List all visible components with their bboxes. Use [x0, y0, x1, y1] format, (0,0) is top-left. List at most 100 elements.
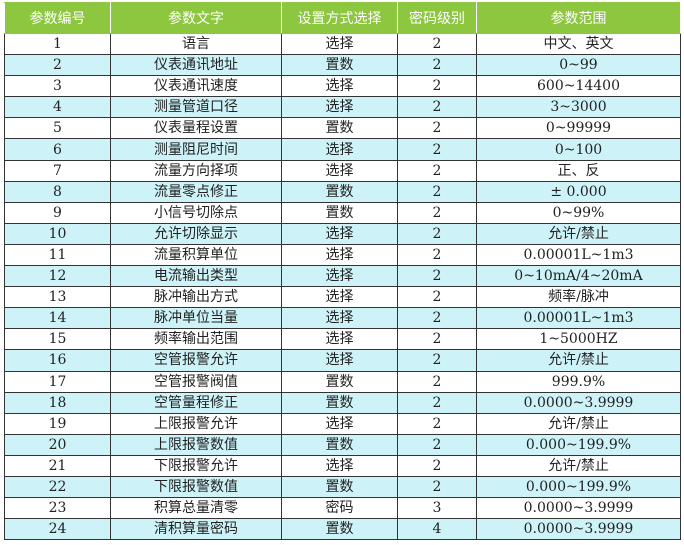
column-header-setting-method: 设置方式选择 [281, 2, 398, 34]
cell-param-number: 10 [4, 222, 111, 245]
cell-password-level: 2 [397, 391, 477, 414]
cell-param-number: 24 [4, 518, 111, 541]
cell-setting-method: 选择 [281, 454, 398, 477]
table-row: 6 测量阻尼时间 选择 2 0~100 [4, 138, 681, 161]
table-row: 3 仪表通讯速度 选择 2 600~14400 [4, 75, 681, 98]
cell-param-range: 允许/禁止 [476, 454, 681, 477]
cell-param-number: 5 [4, 117, 111, 140]
cell-param-text: 语言 [110, 32, 282, 56]
cell-param-text: 小信号切除点 [110, 201, 282, 224]
cell-param-text: 下限报警允许 [110, 454, 282, 477]
cell-param-number: 14 [4, 307, 111, 330]
table-row: 24 清积算量密码 置数 4 0.0000~3.9999 [4, 518, 681, 541]
table-row: 5 仪表量程设置 置数 2 0~99999 [4, 117, 681, 140]
cell-param-range: ± 0.000 [476, 180, 681, 203]
cell-setting-method: 选择 [281, 138, 398, 161]
cell-param-range: 0.00001L~1m3 [476, 307, 681, 330]
table-row: 22 下限报警数值 置数 2 0.000~199.9% [4, 475, 681, 499]
cell-param-text: 流量积算单位 [110, 243, 282, 267]
cell-password-level: 2 [397, 412, 477, 435]
cell-password-level: 2 [397, 75, 477, 98]
cell-param-number: 6 [4, 138, 111, 161]
cell-setting-method: 密码 [281, 497, 398, 520]
cell-setting-method: 选择 [281, 412, 398, 435]
cell-param-number: 1 [4, 32, 111, 56]
table-row: 2 仪表通讯地址 置数 2 0~99 [4, 54, 681, 77]
cell-password-level: 2 [397, 286, 477, 309]
cell-param-text: 下限报警数值 [110, 475, 282, 499]
cell-password-level: 2 [397, 201, 477, 224]
cell-setting-method: 选择 [281, 243, 398, 267]
cell-setting-method: 置数 [281, 370, 398, 393]
cell-setting-method: 选择 [281, 96, 398, 119]
cell-setting-method: 置数 [281, 475, 398, 499]
parameter-table: 参数编号 参数文字 设置方式选择 密码级别 参数范围 1 语言 选择 2 中文、英文 2 仪表通讯地… [4, 2, 681, 541]
cell-param-text: 允许切除显示 [110, 222, 282, 245]
cell-param-number: 15 [4, 328, 111, 351]
cell-param-number: 12 [4, 265, 111, 288]
cell-password-level: 2 [397, 96, 477, 119]
cell-password-level: 2 [397, 54, 477, 77]
cell-param-range: 1~5000HZ [476, 328, 681, 351]
cell-setting-method: 选择 [281, 222, 398, 245]
table-row: 1 语言 选择 2 中文、英文 [4, 32, 681, 56]
cell-setting-method: 置数 [281, 433, 398, 456]
cell-password-level: 4 [397, 518, 477, 541]
cell-setting-method: 选择 [281, 349, 398, 372]
table-row: 10 允许切除显示 选择 2 允许/禁止 [4, 222, 681, 245]
cell-param-text: 上限报警数值 [110, 433, 282, 456]
cell-param-text: 空管报警允许 [110, 349, 282, 372]
table-row: 16 空管报警允许 选择 2 允许/禁止 [4, 349, 681, 372]
cell-password-level: 2 [397, 159, 477, 182]
cell-param-text: 空管量程修正 [110, 391, 282, 414]
table-row: 12 电流输出类型 选择 2 0~10mA/4~20mA [4, 265, 681, 288]
cell-param-range: 0.0000~3.9999 [476, 391, 681, 414]
cell-param-text: 脉冲输出方式 [110, 286, 282, 309]
cell-param-number: 21 [4, 454, 111, 477]
table-row: 4 测量管道口径 选择 2 3~3000 [4, 96, 681, 119]
cell-setting-method: 选择 [281, 328, 398, 351]
cell-param-text: 积算总量清零 [110, 497, 282, 520]
cell-setting-method: 选择 [281, 307, 398, 330]
cell-password-level: 2 [397, 454, 477, 477]
cell-param-text: 仪表通讯速度 [110, 75, 282, 98]
cell-param-range: 正、反 [476, 159, 681, 182]
table-row: 15 频率输出范围 选择 2 1~5000HZ [4, 328, 681, 351]
cell-password-level: 2 [397, 222, 477, 245]
cell-param-range: 0~99999 [476, 117, 681, 140]
cell-param-range: 允许/禁止 [476, 222, 681, 245]
table-row: 9 小信号切除点 置数 2 0~99% [4, 201, 681, 224]
cell-param-range: 0.0000~3.9999 [476, 497, 681, 520]
cell-param-text: 脉冲单位当量 [110, 307, 282, 330]
cell-param-text: 清积算量密码 [110, 518, 282, 541]
cell-setting-method: 置数 [281, 391, 398, 414]
cell-param-range: 0.00001L~1m3 [476, 243, 681, 267]
cell-setting-method: 选择 [281, 265, 398, 288]
cell-param-text: 上限报警允许 [110, 412, 282, 435]
cell-setting-method: 置数 [281, 54, 398, 77]
cell-param-number: 18 [4, 391, 111, 414]
cell-password-level: 2 [397, 433, 477, 456]
cell-setting-method: 置数 [281, 518, 398, 541]
cell-param-number: 20 [4, 433, 111, 456]
table-row: 18 空管量程修正 置数 2 0.0000~3.9999 [4, 391, 681, 414]
cell-param-number: 22 [4, 475, 111, 499]
table-row: 21 下限报警允许 选择 2 允许/禁止 [4, 454, 681, 477]
cell-setting-method: 置数 [281, 117, 398, 140]
table-row: 20 上限报警数值 置数 2 0.000~199.9% [4, 433, 681, 456]
cell-param-range: 0.000~199.9% [476, 475, 681, 499]
cell-param-number: 19 [4, 412, 111, 435]
cell-param-number: 16 [4, 349, 111, 372]
cell-password-level: 2 [397, 328, 477, 351]
cell-param-text: 仪表量程设置 [110, 117, 282, 140]
cell-password-level: 2 [397, 138, 477, 161]
cell-param-text: 频率输出范围 [110, 328, 282, 351]
table-row: 23 积算总量清零 密码 3 0.0000~3.9999 [4, 497, 681, 520]
cell-param-range: 0~99 [476, 54, 681, 77]
cell-param-text: 流量零点修正 [110, 180, 282, 203]
column-header-param-number: 参数编号 [4, 2, 111, 34]
cell-param-number: 11 [4, 243, 111, 267]
cell-param-range: 0.0000~3.9999 [476, 518, 681, 541]
cell-setting-method: 选择 [281, 32, 398, 56]
cell-param-text: 电流输出类型 [110, 265, 282, 288]
